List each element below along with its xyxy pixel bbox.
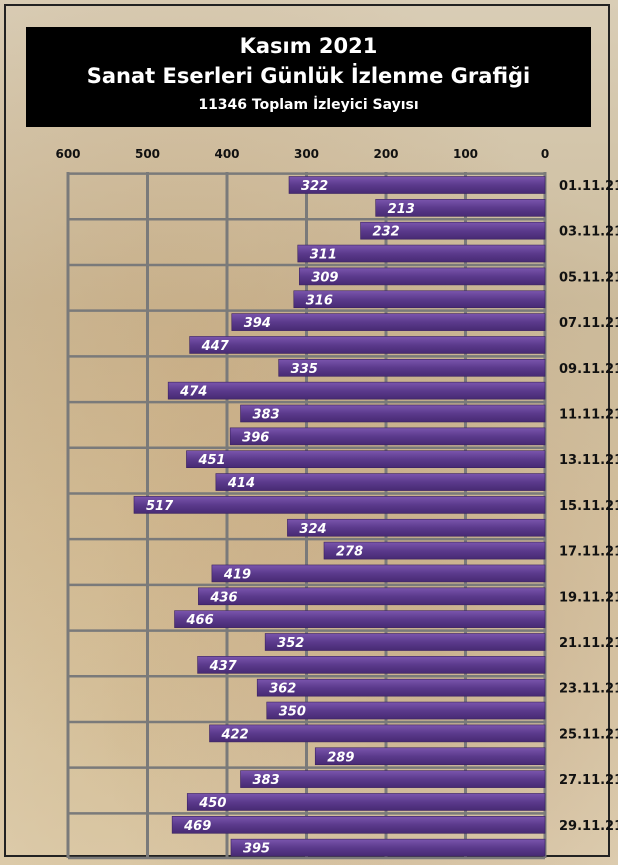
bar-value-label: 350 [279, 705, 306, 720]
date-label: 27.11.21 [559, 773, 618, 788]
bar [240, 404, 546, 423]
chart-title: Kasım 2021 [239, 34, 378, 58]
x-tick-label: 0 [541, 147, 549, 161]
bar [297, 244, 546, 263]
date-label: 11.11.21 [559, 408, 618, 423]
bar [287, 518, 546, 537]
bar [360, 221, 546, 240]
date-label: 23.11.21 [559, 682, 618, 697]
bar [264, 633, 546, 651]
date-labels: 01.11.21 03.11.21 05.11.21 07.11.21 09.11.21… [559, 179, 618, 834]
bar [167, 381, 546, 400]
bar [209, 724, 546, 743]
date-label: 21.11.21 [559, 636, 618, 651]
bar [171, 815, 546, 834]
bar-value-label: 436 [209, 590, 237, 605]
x-tick-label: 100 [453, 147, 478, 161]
bar [186, 450, 546, 469]
bar [256, 678, 546, 697]
bar-value-label: 469 [183, 819, 211, 834]
date-label: 09.11.21 [559, 362, 618, 377]
bar-value-label: 396 [242, 430, 269, 445]
bar [323, 541, 546, 560]
x-tick-label: 200 [373, 147, 398, 161]
title-box: Kasım 2021 Sanat Eserleri Günlük İzlenme… [26, 27, 591, 127]
x-tick-label: 400 [214, 147, 239, 161]
bar-value-label: 395 [243, 842, 270, 857]
bar-value-label: 289 [327, 750, 354, 765]
bar [240, 770, 546, 788]
bar-value-label: 474 [179, 385, 207, 400]
bar [230, 838, 546, 857]
bar [314, 747, 546, 766]
bar [174, 610, 546, 628]
bar [215, 473, 546, 491]
bar [293, 290, 546, 309]
bar [197, 656, 546, 674]
bar [229, 427, 546, 446]
bar-value-label: 394 [244, 316, 271, 331]
chart-summary: 11346 Toplam İzleyici Sayısı [198, 97, 419, 113]
bar-value-label: 451 [197, 453, 225, 468]
date-label: 25.11.21 [559, 727, 618, 742]
date-label: 17.11.21 [559, 545, 618, 560]
date-label: 29.11.21 [559, 819, 618, 834]
bar-value-label: 324 [299, 522, 326, 537]
bar-value-label: 316 [306, 293, 333, 308]
bar-value-label: 322 [301, 179, 328, 194]
date-label: 05.11.21 [559, 270, 618, 285]
bar-value-label: 309 [311, 270, 338, 285]
bar-value-label: 335 [291, 362, 318, 377]
bar-value-label: 383 [253, 773, 280, 788]
chart-subtitle: Sanat Eserleri Günlük İzlenme Grafiği [86, 64, 531, 88]
bar-value-label: 466 [186, 613, 214, 628]
bar [375, 199, 546, 217]
bar-value-label: 447 [201, 339, 230, 354]
bar-value-label: 311 [310, 248, 337, 263]
date-label: 13.11.21 [559, 453, 618, 468]
bar-value-label: 278 [336, 545, 363, 560]
bar-value-label: 450 [198, 796, 226, 811]
x-tick-label: 300 [294, 147, 319, 161]
date-label: 01.11.21 [559, 179, 618, 194]
bar-value-label: 232 [373, 225, 400, 240]
bar-value-label: 414 [227, 476, 255, 491]
date-label: 15.11.21 [559, 499, 618, 514]
date-label: 07.11.21 [559, 316, 618, 331]
bar [133, 496, 546, 514]
bar-value-label: 213 [388, 202, 415, 217]
date-label: 03.11.21 [559, 225, 618, 240]
x-tick-label: 500 [135, 147, 160, 161]
bar-value-label: 517 [146, 499, 174, 514]
bar-value-label: 437 [209, 659, 238, 674]
date-label: 19.11.21 [559, 590, 618, 605]
bar-value-label: 383 [253, 408, 280, 423]
bar-value-label: 419 [223, 567, 251, 582]
bar-value-label: 362 [269, 682, 296, 697]
bar [189, 336, 546, 354]
x-tick-label: 600 [55, 147, 80, 161]
bar [186, 793, 546, 811]
x-axis-ticks: 600 500 400 300 200 100 0 [55, 147, 549, 161]
bar [231, 313, 546, 331]
bar-value-label: 352 [277, 636, 304, 651]
bar [198, 587, 546, 606]
bar [299, 267, 546, 286]
bar [288, 176, 546, 194]
bar-value-label: 422 [221, 727, 249, 742]
bar [266, 701, 546, 720]
grid-layer [66, 172, 547, 860]
bar-series: 3222132323113093163944473354743833964514… [133, 176, 546, 857]
bar [278, 358, 546, 377]
bar [211, 564, 546, 583]
